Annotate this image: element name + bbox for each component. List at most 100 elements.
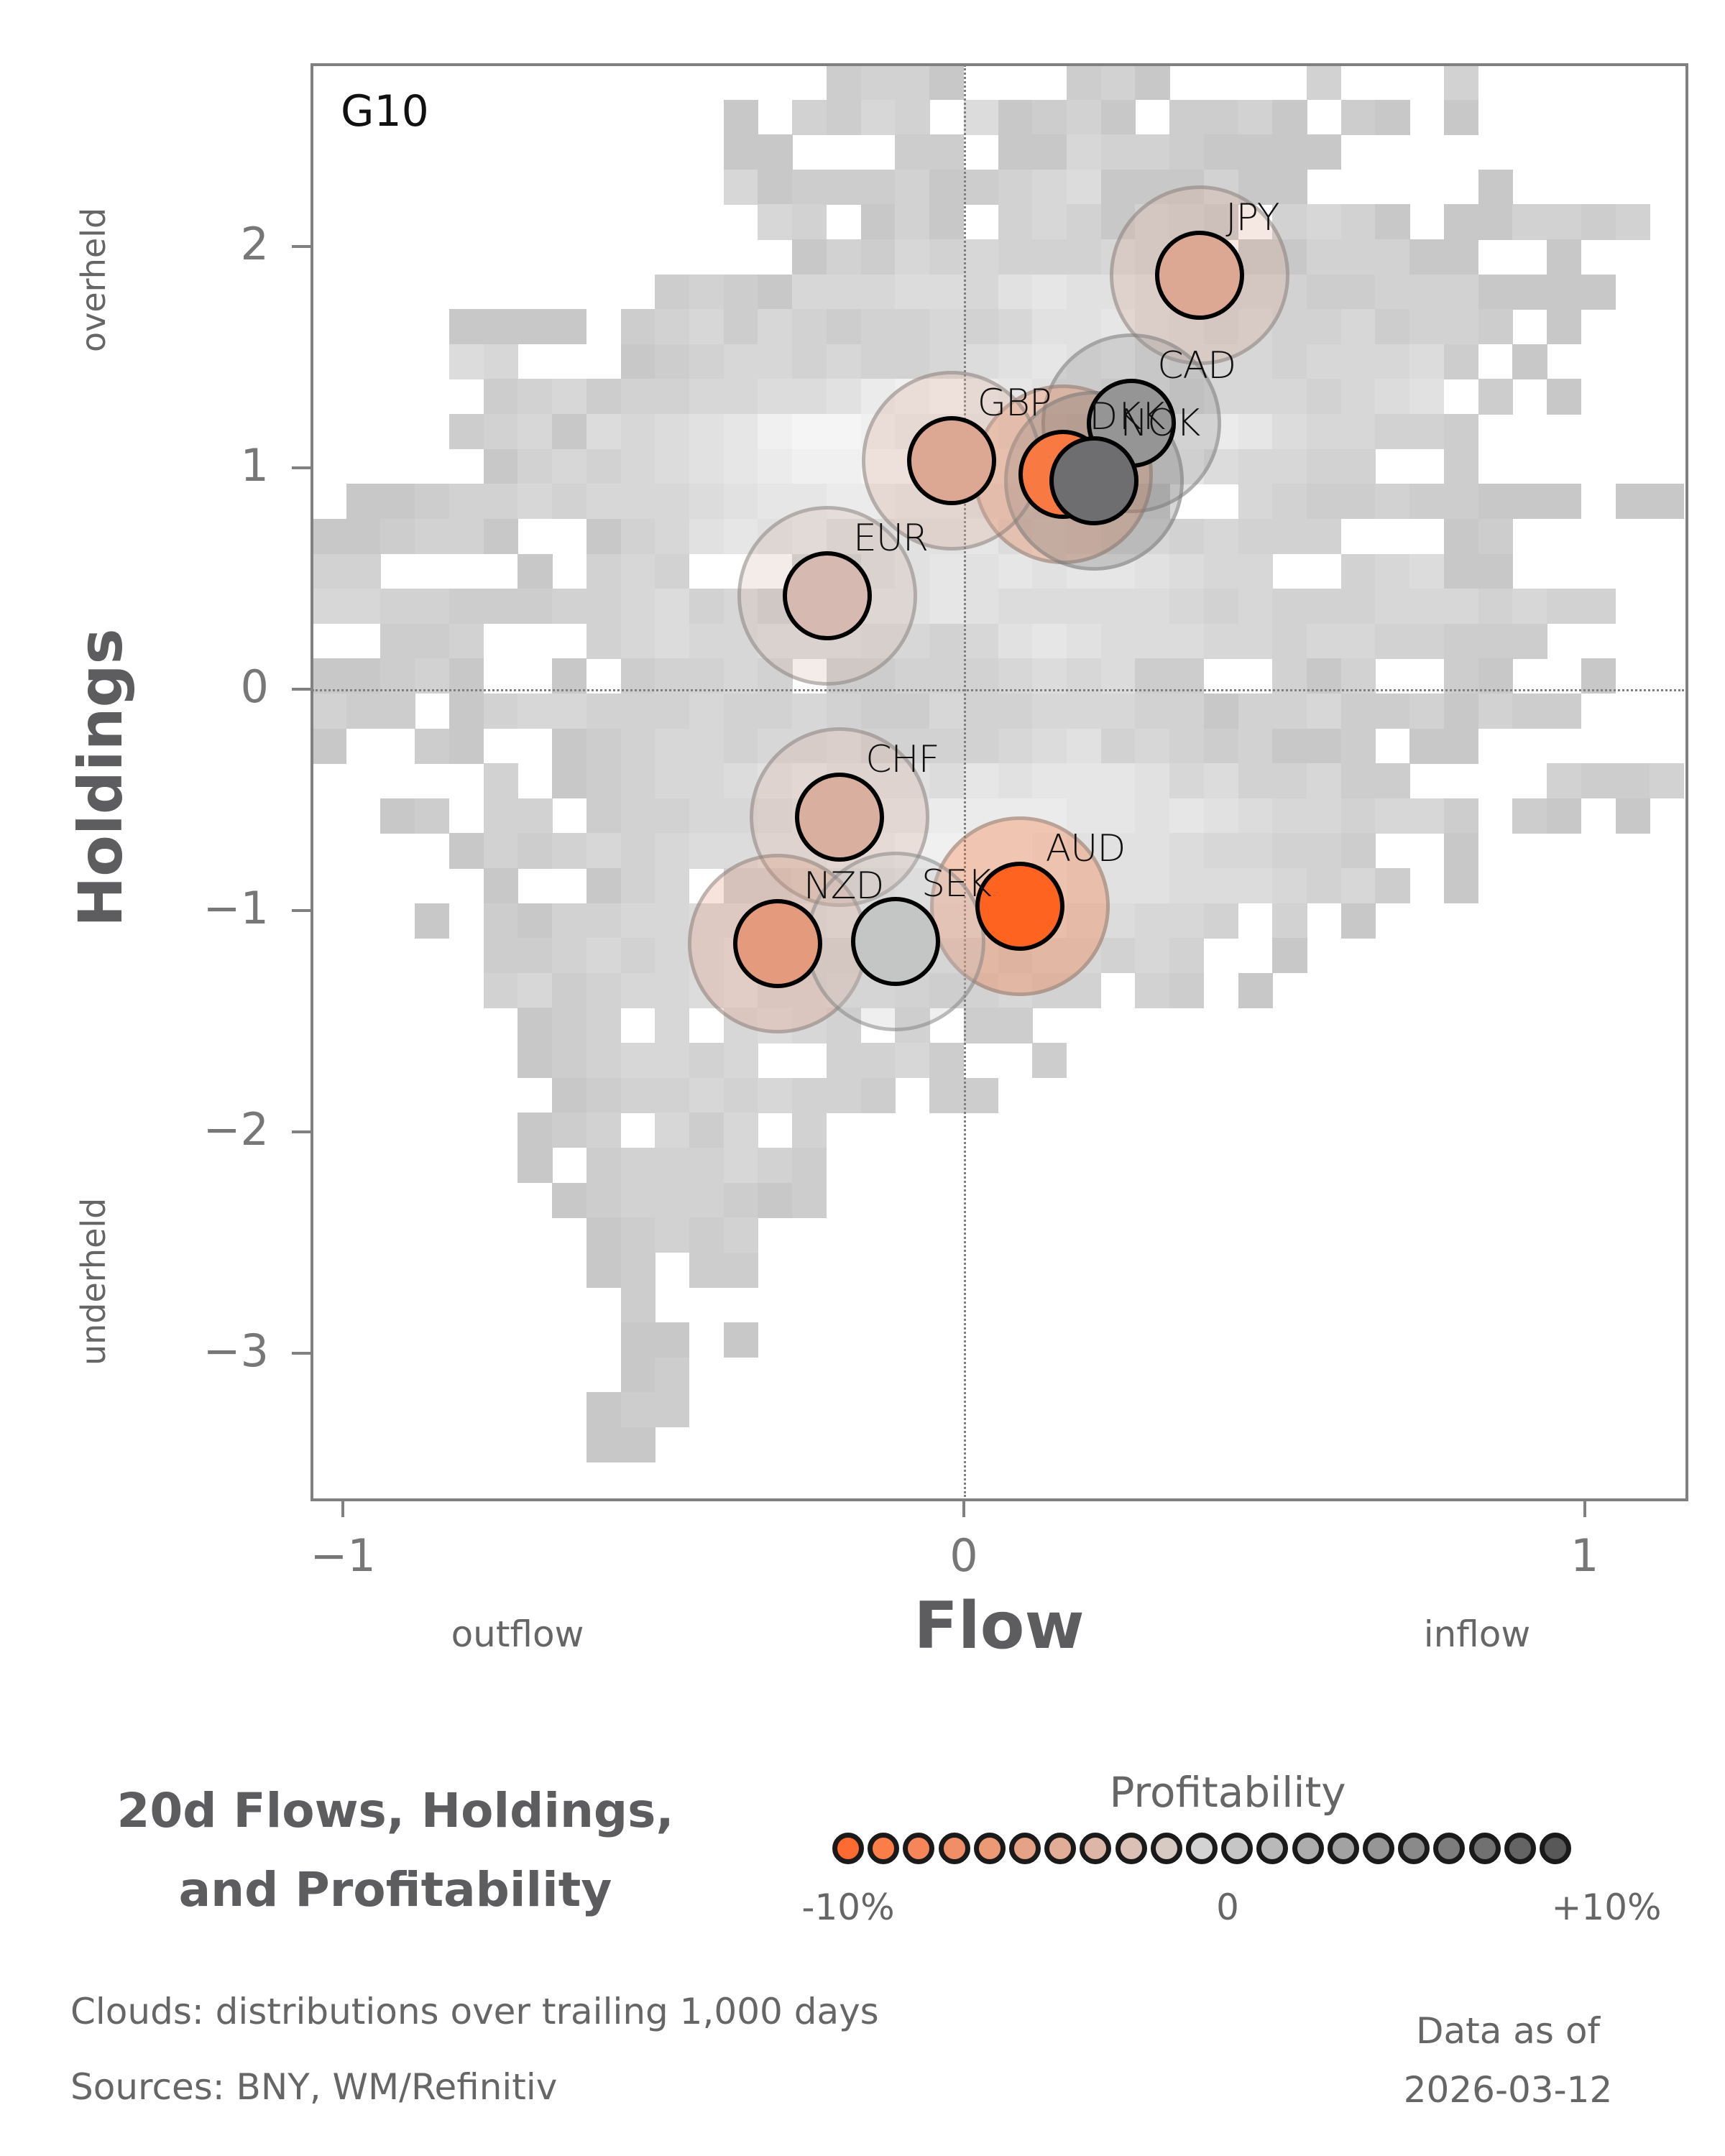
point-nzd[interactable] <box>732 898 822 988</box>
heatmap-cell <box>1512 274 1547 310</box>
point-jpy[interactable] <box>1155 230 1245 320</box>
heatmap-cell <box>1340 448 1376 484</box>
heatmap-cell <box>826 1077 862 1113</box>
heatmap-cell <box>655 1357 690 1393</box>
heatmap-cell <box>1238 728 1273 764</box>
heatmap-cell <box>1032 99 1067 135</box>
heatmap-cell <box>1375 414 1410 450</box>
heatmap-cell <box>1478 484 1513 520</box>
point-gbp[interactable] <box>906 416 996 506</box>
legend-tick-min: -10% <box>801 1886 895 1928</box>
heatmap-cell <box>1478 589 1513 625</box>
heatmap-cell <box>1375 553 1410 589</box>
heatmap-cell <box>1307 693 1342 729</box>
heatmap-cell <box>448 518 484 555</box>
heatmap-cell <box>792 344 827 379</box>
heatmap-cell <box>1100 833 1136 869</box>
heatmap-cell <box>312 589 347 625</box>
heatmap-cell <box>518 972 553 1008</box>
point-nok[interactable] <box>1049 436 1139 526</box>
heatmap-cell <box>998 344 1033 379</box>
heatmap-cell <box>448 658 484 694</box>
heatmap-cell <box>1375 693 1410 729</box>
heatmap-cell <box>758 169 793 205</box>
heatmap-cell <box>689 1147 724 1183</box>
heatmap-cell <box>620 1357 656 1393</box>
heatmap-cell <box>448 309 484 345</box>
heatmap-cell <box>723 1252 758 1288</box>
heatmap-cell <box>1307 204 1342 240</box>
heatmap-cell <box>1340 728 1376 764</box>
heatmap-cell <box>620 938 656 974</box>
heatmap-cell <box>758 1147 793 1183</box>
heatmap-cell <box>415 484 450 520</box>
heatmap-cell <box>1443 448 1479 484</box>
heatmap-cell <box>1375 379 1410 415</box>
heatmap-cell <box>860 169 896 205</box>
point-chf[interactable] <box>795 773 885 862</box>
heatmap-cell <box>758 204 793 240</box>
heatmap-cell <box>655 344 690 379</box>
legend-tick-zero: 0 <box>1216 1886 1239 1928</box>
heatmap-cell <box>1512 693 1547 729</box>
heatmap-cell <box>346 553 381 589</box>
legend-swatch <box>1363 1833 1394 1864</box>
heatmap-cell <box>1478 553 1513 589</box>
heatmap-cell <box>1478 658 1513 694</box>
y-tick <box>292 466 310 469</box>
heatmap-cell <box>1581 763 1616 799</box>
heatmap-cell <box>655 1147 690 1183</box>
x-tick <box>341 1498 345 1517</box>
heatmap-cell <box>1203 868 1239 904</box>
point-label-gbp: GBP <box>977 382 1052 425</box>
heatmap-cell <box>483 868 518 904</box>
point-eur[interactable] <box>782 551 872 641</box>
heatmap-cell <box>415 658 450 694</box>
heatmap-cell <box>963 728 998 764</box>
heatmap-cell <box>1272 833 1307 869</box>
heatmap-cell <box>1238 99 1273 135</box>
heatmap-cell <box>448 344 484 379</box>
heatmap-cell <box>655 938 690 974</box>
heatmap-cell <box>620 448 656 484</box>
heatmap-cell <box>723 1182 758 1218</box>
point-sek[interactable] <box>850 896 940 986</box>
heatmap-cell <box>655 1392 690 1428</box>
point-aud[interactable] <box>975 861 1064 951</box>
heatmap-cell <box>1169 972 1205 1008</box>
heatmap-cell <box>1032 204 1067 240</box>
heatmap-cell <box>1272 379 1307 415</box>
heatmap-cell <box>586 903 622 939</box>
heatmap-cell <box>1272 763 1307 799</box>
heatmap-cell <box>518 798 553 834</box>
heatmap-cell <box>963 239 998 275</box>
heatmap-cell <box>1100 169 1136 205</box>
heatmap-cell <box>1066 309 1102 345</box>
x-tick <box>1583 1498 1586 1517</box>
heatmap-cell <box>586 728 622 764</box>
heatmap-cell <box>1169 903 1205 939</box>
heatmap-cell <box>792 1077 827 1113</box>
heatmap-cell <box>792 693 827 729</box>
heatmap-cell <box>929 693 965 729</box>
heatmap-cell <box>1032 134 1067 170</box>
heatmap-cell <box>1066 204 1102 240</box>
heatmap-cell <box>655 309 690 345</box>
heatmap-cell <box>792 414 827 450</box>
heatmap-cell <box>1203 553 1239 589</box>
heatmap-cell <box>483 972 518 1008</box>
heatmap-cell <box>1581 204 1616 240</box>
y-tick-label: −3 <box>203 1324 269 1377</box>
heatmap-cell <box>689 1043 724 1079</box>
heatmap-cell <box>1100 65 1136 101</box>
heatmap-cell <box>826 169 862 205</box>
heatmap-cell <box>415 589 450 625</box>
heatmap-cell <box>586 868 622 904</box>
heatmap-cell <box>1650 484 1684 520</box>
heatmap-cell <box>586 972 622 1008</box>
heatmap-cell <box>1100 798 1136 834</box>
heatmap-cell <box>552 728 587 764</box>
heatmap-cell <box>483 414 518 450</box>
heatmap-cell <box>792 99 827 135</box>
heatmap-cell <box>1581 274 1616 310</box>
